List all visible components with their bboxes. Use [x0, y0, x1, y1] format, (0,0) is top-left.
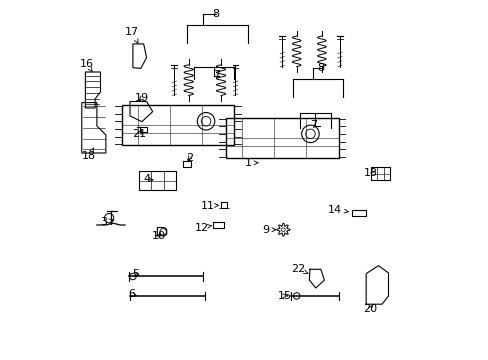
- Text: 18: 18: [82, 148, 96, 161]
- Text: 7: 7: [309, 120, 317, 130]
- Text: 19: 19: [135, 93, 149, 103]
- Text: 13: 13: [364, 168, 377, 178]
- Text: 10: 10: [151, 231, 165, 241]
- Text: 21: 21: [132, 129, 146, 139]
- Text: 16: 16: [80, 59, 94, 72]
- Text: 8: 8: [317, 63, 324, 73]
- Text: 8: 8: [212, 9, 219, 19]
- Text: 7: 7: [212, 70, 220, 80]
- Text: 11: 11: [201, 201, 218, 211]
- Text: 20: 20: [362, 304, 376, 314]
- Text: 3: 3: [100, 217, 113, 228]
- Text: 17: 17: [125, 27, 139, 43]
- Text: 22: 22: [290, 264, 307, 274]
- Text: 15: 15: [277, 291, 291, 301]
- Text: 1: 1: [244, 158, 258, 168]
- Text: 2: 2: [186, 153, 193, 163]
- Text: 9: 9: [261, 225, 275, 235]
- Text: 5: 5: [132, 269, 139, 279]
- Text: 6: 6: [128, 289, 136, 300]
- Text: 12: 12: [195, 222, 211, 233]
- Text: 14: 14: [327, 204, 347, 215]
- Text: 4: 4: [142, 174, 153, 184]
